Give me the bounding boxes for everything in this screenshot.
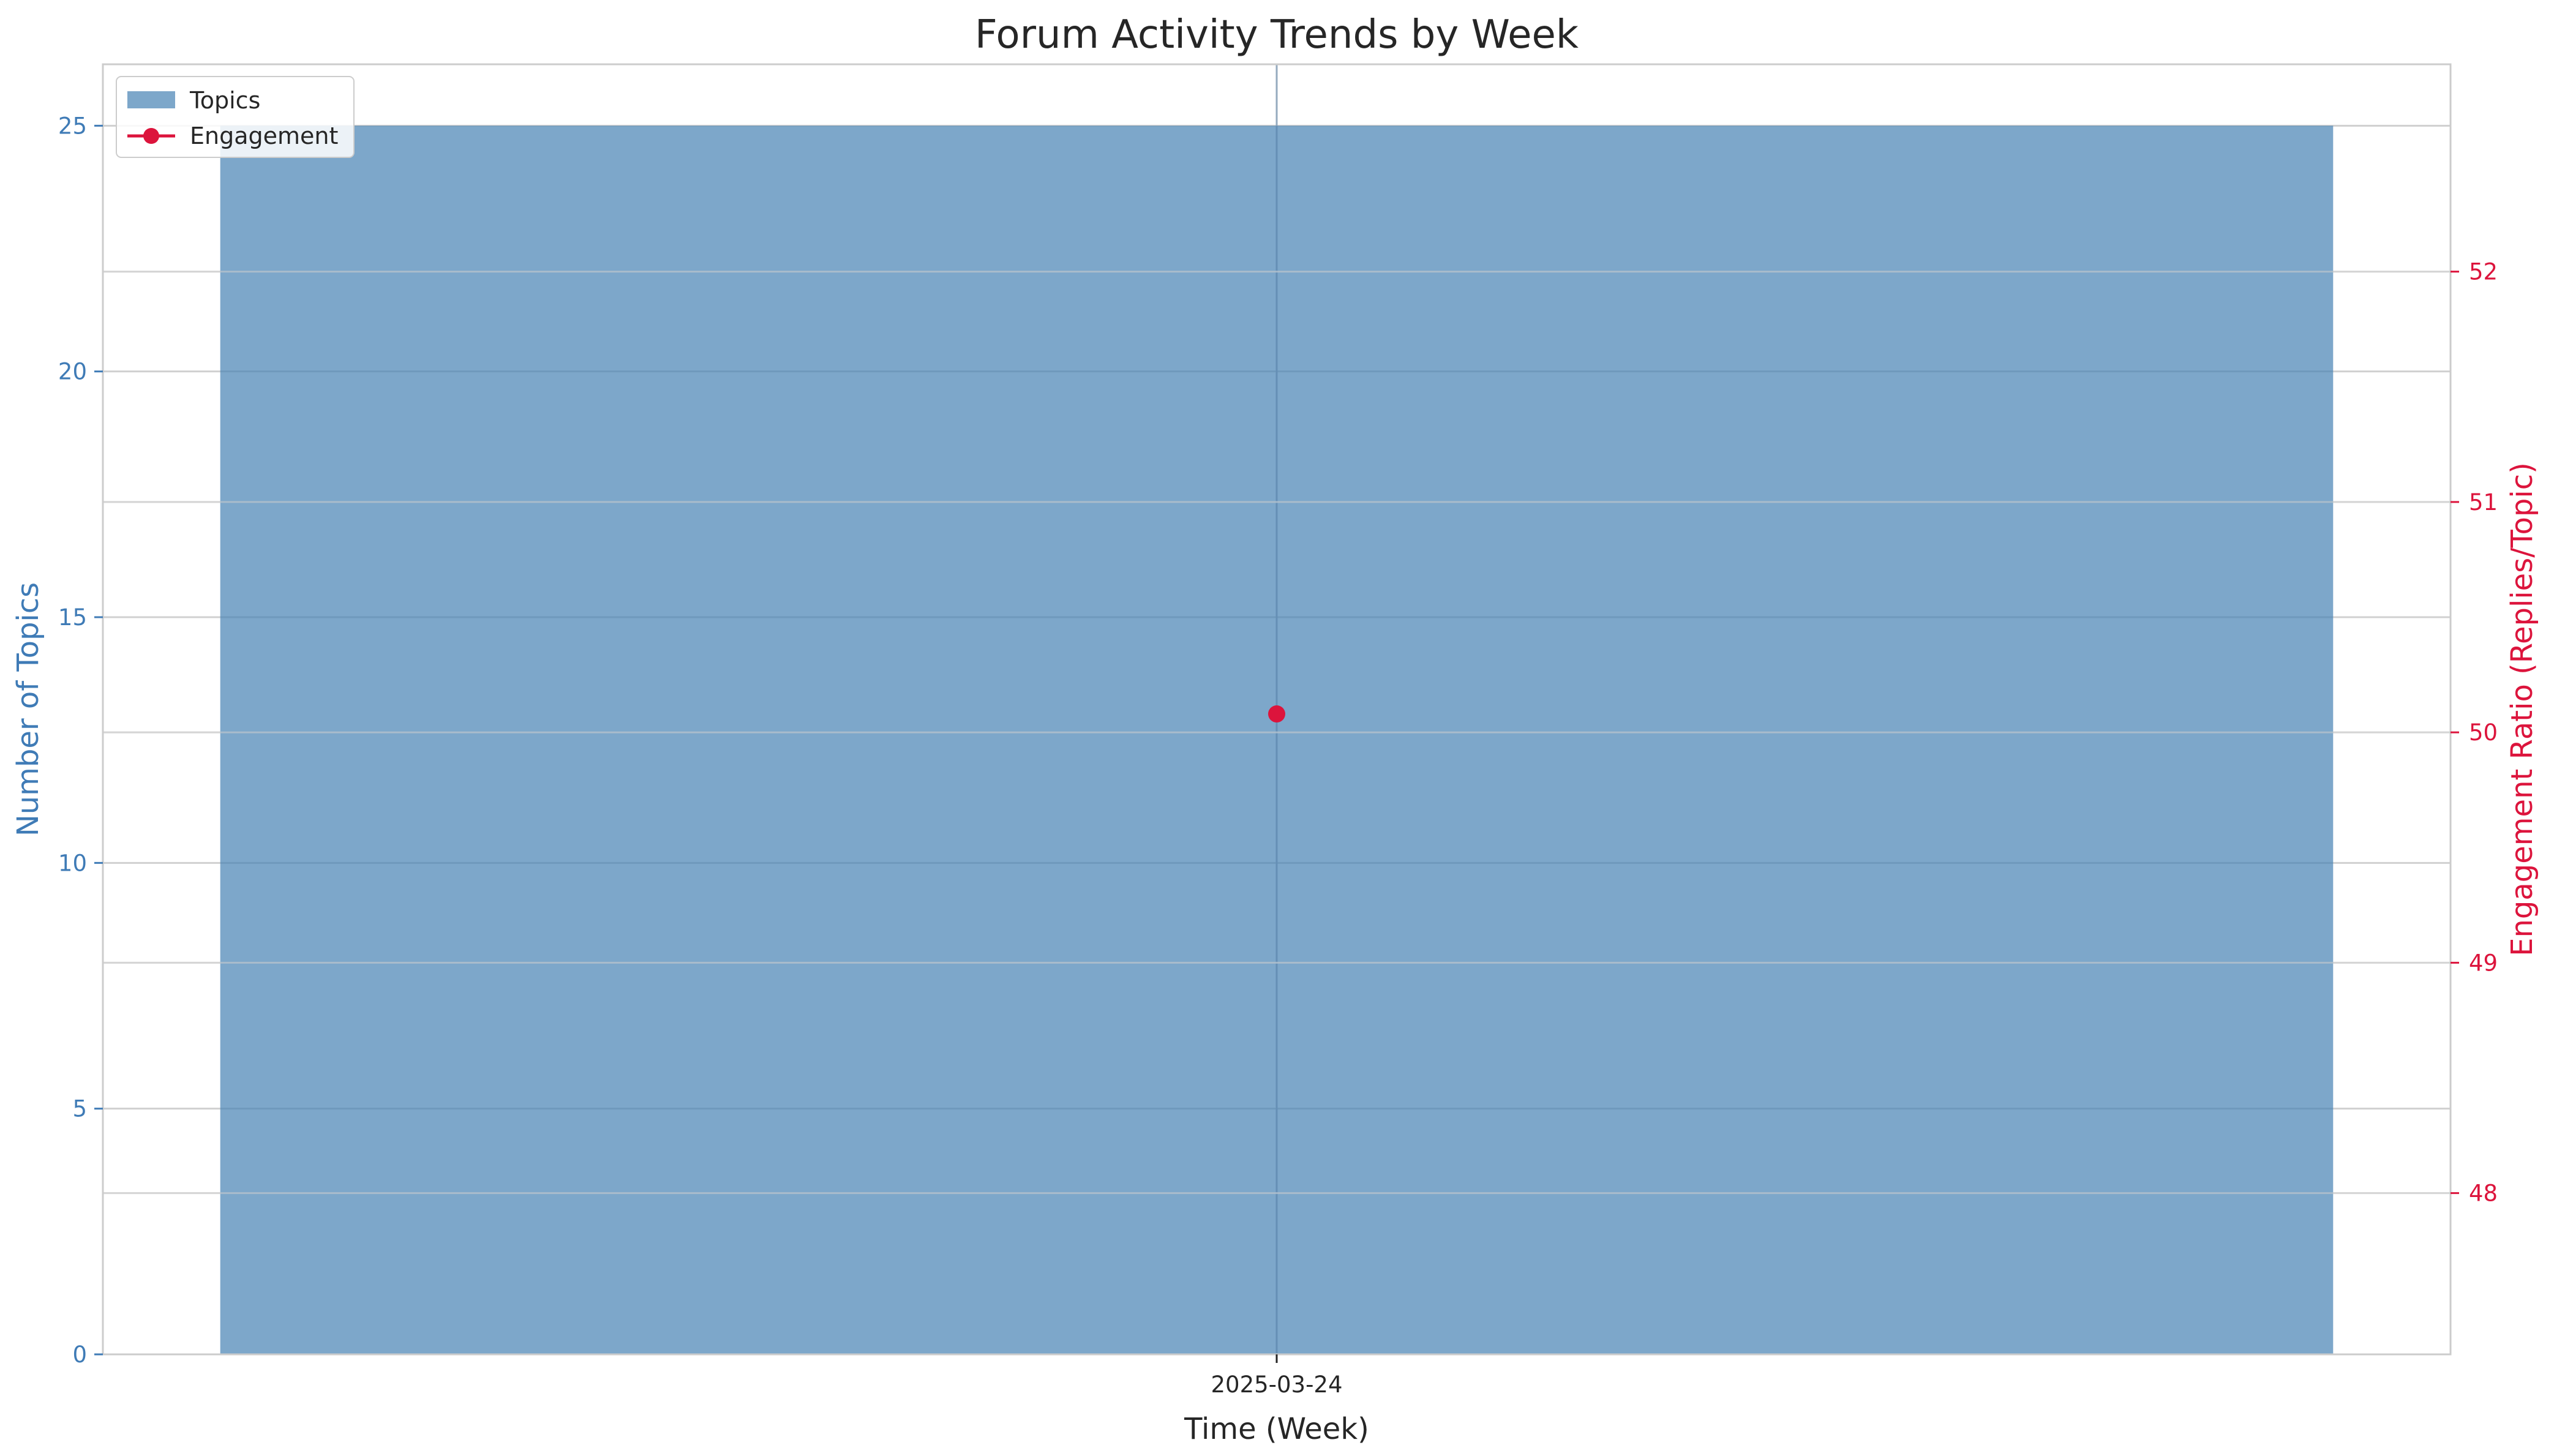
legend-engagement-marker: [143, 128, 159, 144]
y-right-tick-label: 51: [2469, 489, 2498, 516]
y-left-tick-label: 5: [72, 1096, 87, 1122]
y-left-tick-label: 20: [58, 359, 87, 385]
legend-topics-label: Topics: [189, 87, 260, 114]
y-right-axis-label: Engagement Ratio (Replies/Topic): [2505, 462, 2539, 956]
y-left-tick-label: 0: [72, 1342, 87, 1368]
chart-title: Forum Activity Trends by Week: [975, 12, 1579, 58]
y-right-tick-label: 50: [2469, 719, 2498, 746]
y-left-tick-label: 15: [58, 604, 87, 631]
y-left-axis-label: Number of Topics: [11, 582, 45, 836]
line-layer: [103, 64, 2451, 1354]
axis-layer: 0 5 10 15 20 25 48 49 50 51 52 2025-03-24: [58, 113, 2498, 1398]
y-right-tick-label: 52: [2469, 259, 2498, 285]
x-axis-label: Time (Week): [1184, 1412, 1369, 1446]
x-tick-label: 2025-03-24: [1211, 1372, 1342, 1398]
y-right-tick-label: 49: [2469, 950, 2498, 976]
legend: Topics Engagement: [116, 76, 355, 158]
y-left-tick-label: 10: [58, 850, 87, 876]
engagement-point: [1268, 705, 1285, 723]
legend-box: [116, 76, 355, 158]
y-left-tick-label: 25: [58, 113, 87, 139]
legend-engagement-label: Engagement: [190, 122, 338, 149]
legend-topics-swatch: [127, 91, 175, 108]
y-right-tick-label: 48: [2469, 1180, 2498, 1207]
